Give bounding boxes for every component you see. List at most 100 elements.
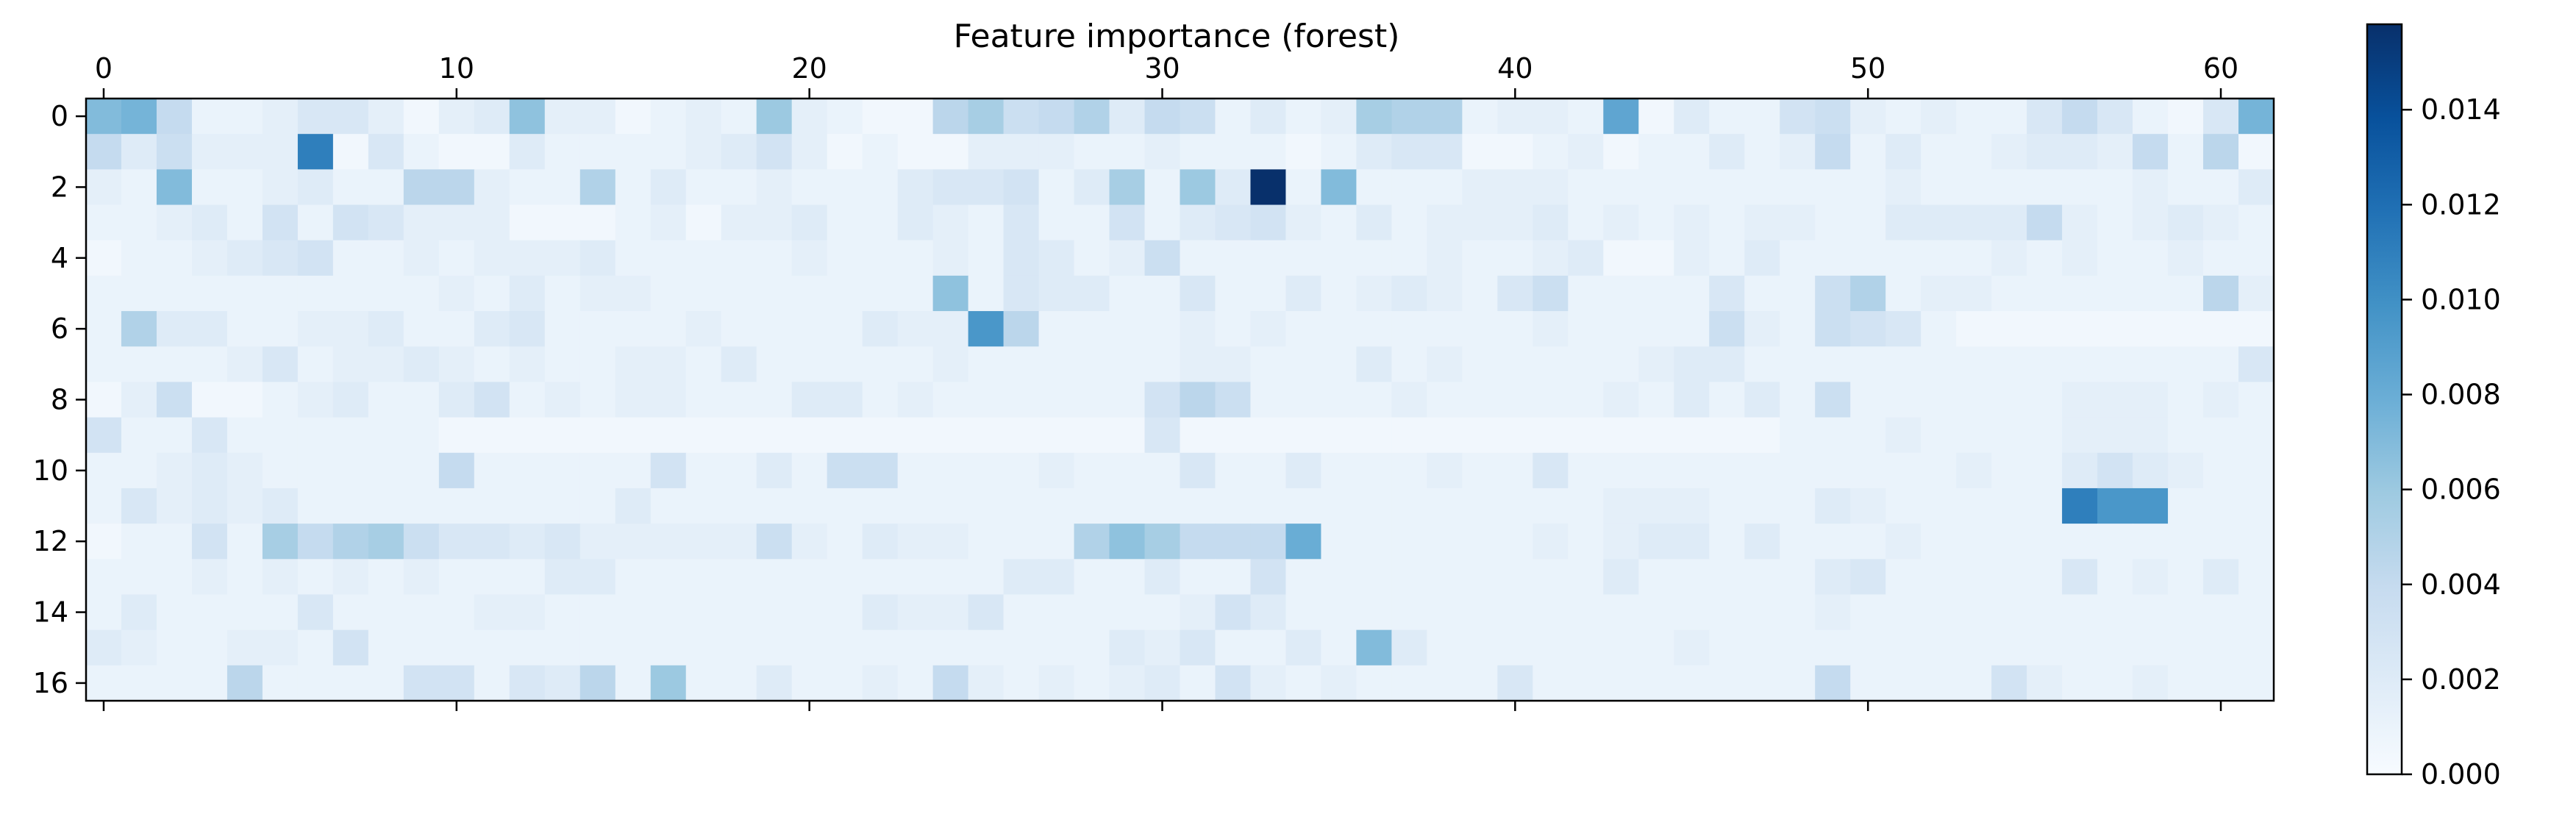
heatmap-cell — [1462, 382, 1498, 418]
heatmap-cell — [1991, 417, 2027, 454]
colorbar-gradient — [2367, 24, 2402, 774]
heatmap-cell — [191, 488, 228, 524]
heatmap-cell — [1427, 204, 1463, 241]
heatmap-cell — [2027, 169, 2063, 206]
heatmap-cell — [897, 134, 934, 170]
heatmap-cell — [862, 382, 899, 418]
heatmap-cell — [756, 417, 793, 454]
heatmap-cell — [579, 452, 616, 489]
heatmap-cell — [685, 417, 722, 454]
heatmap-cell — [932, 134, 969, 170]
heatmap-cell — [615, 629, 652, 666]
heatmap-cell — [368, 417, 404, 454]
heatmap-cell — [2203, 629, 2239, 666]
heatmap-cell — [2133, 594, 2169, 631]
heatmap-cell — [1250, 169, 1287, 206]
heatmap-cell — [1744, 629, 1780, 666]
heatmap-cell — [685, 311, 722, 347]
heatmap-cell — [1815, 99, 1851, 135]
heatmap-cell — [827, 629, 863, 666]
heatmap-cell — [1533, 524, 1569, 560]
heatmap-cell — [1180, 240, 1216, 276]
heatmap-cell — [1180, 204, 1216, 241]
heatmap-cell — [1780, 311, 1816, 347]
heatmap-cell — [2062, 382, 2098, 418]
heatmap-cell — [2133, 134, 2169, 170]
heatmap-cell — [1144, 99, 1181, 135]
heatmap-cell — [1109, 665, 1146, 701]
heatmap-cell — [1109, 240, 1146, 276]
heatmap-cell — [1744, 204, 1780, 241]
heatmap-cell — [86, 204, 122, 241]
heatmap-cell — [615, 169, 652, 206]
heatmap-cell — [1180, 524, 1216, 560]
heatmap-cell — [1215, 594, 1252, 631]
heatmap-cell — [2168, 452, 2204, 489]
heatmap-cell — [1885, 629, 1922, 666]
heatmap-cell — [1674, 417, 1710, 454]
heatmap-cell — [438, 382, 475, 418]
heatmap-cell — [403, 452, 440, 489]
heatmap-cell — [1038, 99, 1075, 135]
heatmap-cell — [721, 346, 757, 383]
heatmap-cell — [1638, 452, 1674, 489]
heatmap-cell — [2203, 524, 2239, 560]
heatmap-cell — [226, 594, 263, 631]
heatmap-cell — [297, 594, 334, 631]
heatmap-cell — [1356, 488, 1392, 524]
heatmap-cell — [368, 240, 404, 276]
heatmap-cell — [791, 275, 828, 312]
heatmap-cell — [1921, 134, 1957, 170]
heatmap-cell — [1144, 594, 1181, 631]
heatmap-cell — [1744, 311, 1780, 347]
heatmap-cell — [756, 99, 793, 135]
heatmap-cell — [1356, 99, 1392, 135]
heatmap-cell — [2168, 99, 2204, 135]
heatmap-cell — [121, 134, 157, 170]
heatmap-cell — [332, 559, 369, 596]
heatmap-cell — [297, 524, 334, 560]
heatmap-cell — [121, 417, 157, 454]
heatmap-cell — [297, 417, 334, 454]
heatmap-cell — [2097, 134, 2133, 170]
heatmap-cell — [1074, 559, 1110, 596]
heatmap-cell — [615, 204, 652, 241]
heatmap-cell — [1991, 452, 2027, 489]
heatmap-cell — [721, 382, 757, 418]
heatmap-cell — [791, 204, 828, 241]
heatmap-cell — [932, 594, 969, 631]
heatmap-cell — [968, 665, 1005, 701]
heatmap-cell — [1391, 594, 1427, 631]
heatmap-cell — [1603, 275, 1639, 312]
heatmap-cell — [474, 524, 510, 560]
heatmap-cell — [756, 665, 793, 701]
heatmap-cell — [1568, 311, 1604, 347]
heatmap-cell — [2203, 665, 2239, 701]
heatmap-cell — [968, 452, 1005, 489]
heatmap-cell — [156, 134, 193, 170]
heatmap-cell — [1568, 629, 1604, 666]
heatmap-cell — [1815, 629, 1851, 666]
heatmap-cell — [650, 99, 687, 135]
heatmap-cell — [1674, 134, 1710, 170]
heatmap-cell — [1568, 524, 1604, 560]
heatmap-cell — [932, 346, 969, 383]
heatmap-cell — [509, 275, 546, 312]
heatmap-cell — [827, 524, 863, 560]
heatmap-cell — [1568, 382, 1604, 418]
heatmap-cell — [1144, 346, 1181, 383]
heatmap-cell — [262, 559, 299, 596]
heatmap-cell — [1356, 204, 1392, 241]
heatmap-cell — [827, 346, 863, 383]
heatmap-cell — [156, 382, 193, 418]
heatmap-cell — [297, 665, 334, 701]
heatmap-cell — [968, 559, 1005, 596]
heatmap-cell — [121, 594, 157, 631]
heatmap-cell — [685, 382, 722, 418]
heatmap-cell — [226, 134, 263, 170]
heatmap-cell — [897, 665, 934, 701]
heatmap-cell — [1956, 346, 1992, 383]
heatmap-cell — [1003, 169, 1040, 206]
heatmap-cell — [827, 240, 863, 276]
heatmap-cell — [121, 311, 157, 347]
